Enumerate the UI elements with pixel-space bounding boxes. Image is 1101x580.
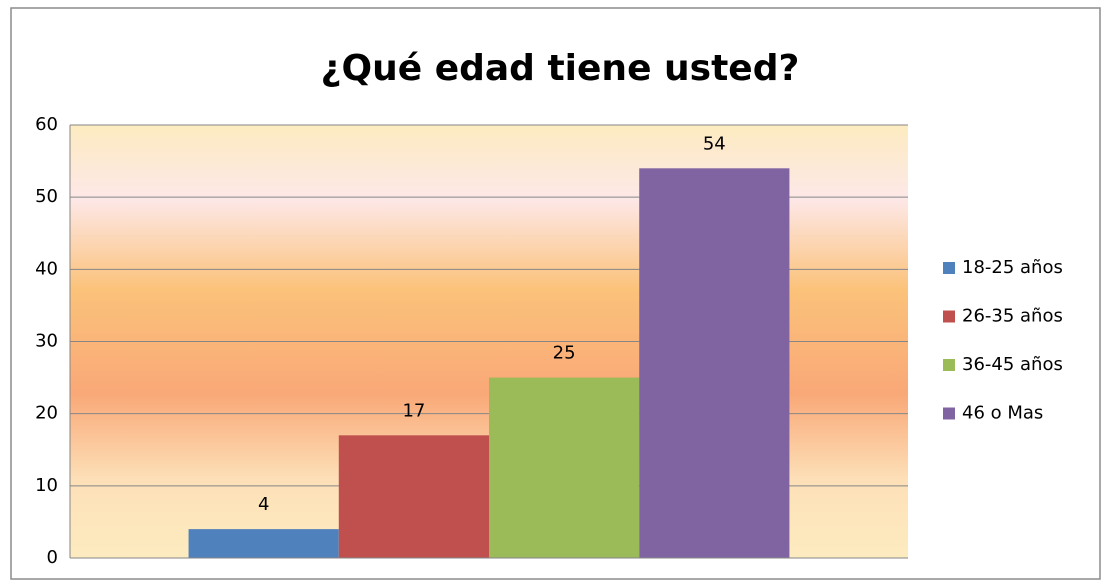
legend-swatch [943,262,955,274]
bar [489,377,640,558]
y-tick-label: 10 [35,475,58,496]
y-tick-label: 30 [35,331,58,352]
bar [639,168,790,559]
bar [338,435,489,558]
value-label: 17 [402,400,425,421]
value-label: 4 [258,494,269,515]
y-tick-label: 60 [35,114,58,135]
chart-title: ¿Qué edad tiene usted? [321,48,800,89]
y-tick-label: 20 [35,403,58,424]
y-tick-label: 0 [47,547,58,568]
y-tick-label: 50 [35,186,58,207]
legend-label: 18-25 años [962,257,1063,278]
legend-swatch [943,310,955,323]
legend-swatch [943,359,955,371]
legend-label: 26-35 años [962,306,1063,327]
value-label: 25 [553,343,576,364]
value-label: 54 [703,133,726,154]
y-tick-label: 40 [35,258,58,279]
bar [188,529,339,558]
legend-label: 46 o Mas [962,403,1043,424]
legend-swatch [943,407,955,420]
legend-label: 36-45 años [962,354,1063,375]
